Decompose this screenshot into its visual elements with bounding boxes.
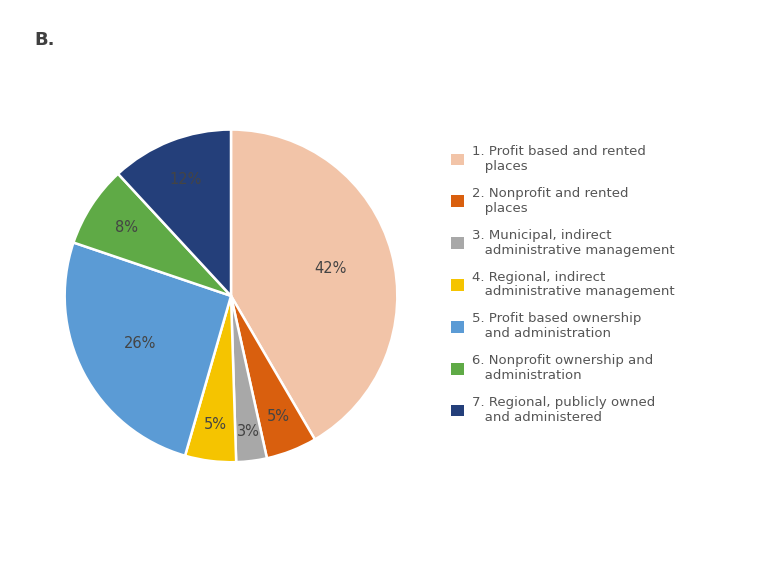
Text: 5%: 5%: [203, 417, 226, 432]
Wedge shape: [73, 174, 231, 296]
Wedge shape: [185, 296, 236, 462]
Text: 8%: 8%: [115, 221, 138, 236]
Wedge shape: [231, 296, 315, 458]
Text: 3%: 3%: [236, 424, 259, 439]
Text: B.: B.: [35, 31, 55, 50]
Wedge shape: [118, 130, 231, 296]
Text: 26%: 26%: [123, 336, 156, 351]
Wedge shape: [65, 242, 231, 456]
Text: 12%: 12%: [169, 172, 202, 187]
Text: 42%: 42%: [314, 261, 346, 277]
Text: 5%: 5%: [267, 409, 290, 424]
Wedge shape: [231, 296, 267, 462]
Wedge shape: [231, 130, 397, 439]
Legend: 1. Profit based and rented
   places, 2. Nonprofit and rented
   places, 3. Muni: 1. Profit based and rented places, 2. No…: [446, 139, 680, 430]
